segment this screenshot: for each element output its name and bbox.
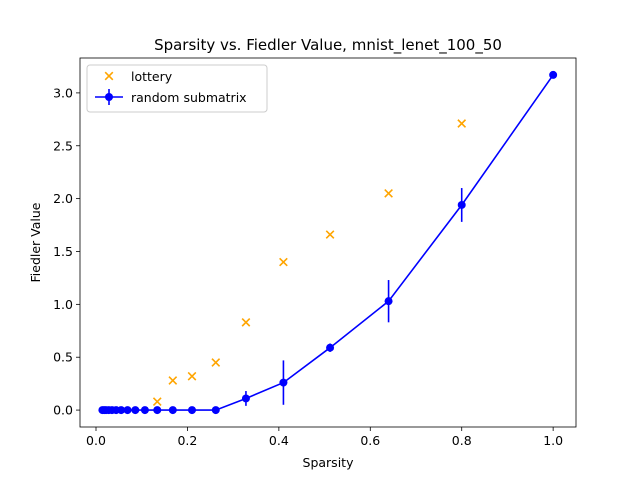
data-point-random-submatrix [211,406,220,415]
data-point-lottery [325,230,335,239]
data-point-random-submatrix [168,406,177,415]
x-tick-label: 0.2 [177,433,197,448]
x-tick-label: 0.0 [86,433,106,448]
x-tick-label: 0.8 [452,433,472,448]
data-point-random-submatrix [241,394,250,403]
y-tick-label: 1.0 [53,297,73,312]
series-random-submatrix-line [102,74,554,411]
legend-lottery-x [104,71,114,81]
data-point-lottery [152,397,162,406]
data-point-random-submatrix [123,406,132,415]
data-point-lottery [279,257,288,267]
y-tick-label: 0.5 [53,350,73,365]
x-tick-label: 0.4 [269,433,289,448]
plot-area-frame [79,57,577,428]
y-tick-label: 3.0 [53,85,73,100]
data-point-random-submatrix [549,70,558,79]
x-tick-label: 1.0 [543,433,563,448]
data-point-random-submatrix [131,406,140,415]
data-point-random-submatrix [279,378,288,387]
data-point-lottery [241,317,251,327]
data-point-random-submatrix [384,297,393,306]
legend-label-lottery: lottery [131,69,173,84]
data-point-random-submatrix [140,406,149,415]
data-point-random-submatrix [153,406,162,415]
y-tick-label: 2.0 [53,191,73,206]
legend-lottery-marker [104,71,114,81]
legend: lottery random submatrix [86,64,268,113]
data-point-lottery [211,358,221,367]
legend-random-submatrix-marker [95,89,123,105]
data-point-lottery [384,188,393,198]
data-point-random-submatrix [326,343,335,352]
y-axis-label: Fiedler Value [28,202,43,282]
y-tick-label: 0.0 [53,403,73,418]
chart-title: Sparsity vs. Fiedler Value, mnist_lenet_… [154,36,502,55]
data-point-random-submatrix [188,406,196,415]
y-tick-label: 2.5 [53,138,73,153]
data-point-lottery [457,119,467,128]
data-point-random-submatrix [117,406,126,415]
x-axis-label: Sparsity [303,455,355,470]
data-point-random-submatrix [457,200,466,209]
data-point-lottery [168,376,178,385]
legend-label-random-submatrix: random submatrix [131,90,247,105]
y-tick-label: 1.5 [53,244,73,259]
data-point-lottery [187,371,197,381]
legend-random-dot [105,93,113,101]
legend-frame [86,64,268,113]
x-tick-label: 0.6 [360,433,380,448]
